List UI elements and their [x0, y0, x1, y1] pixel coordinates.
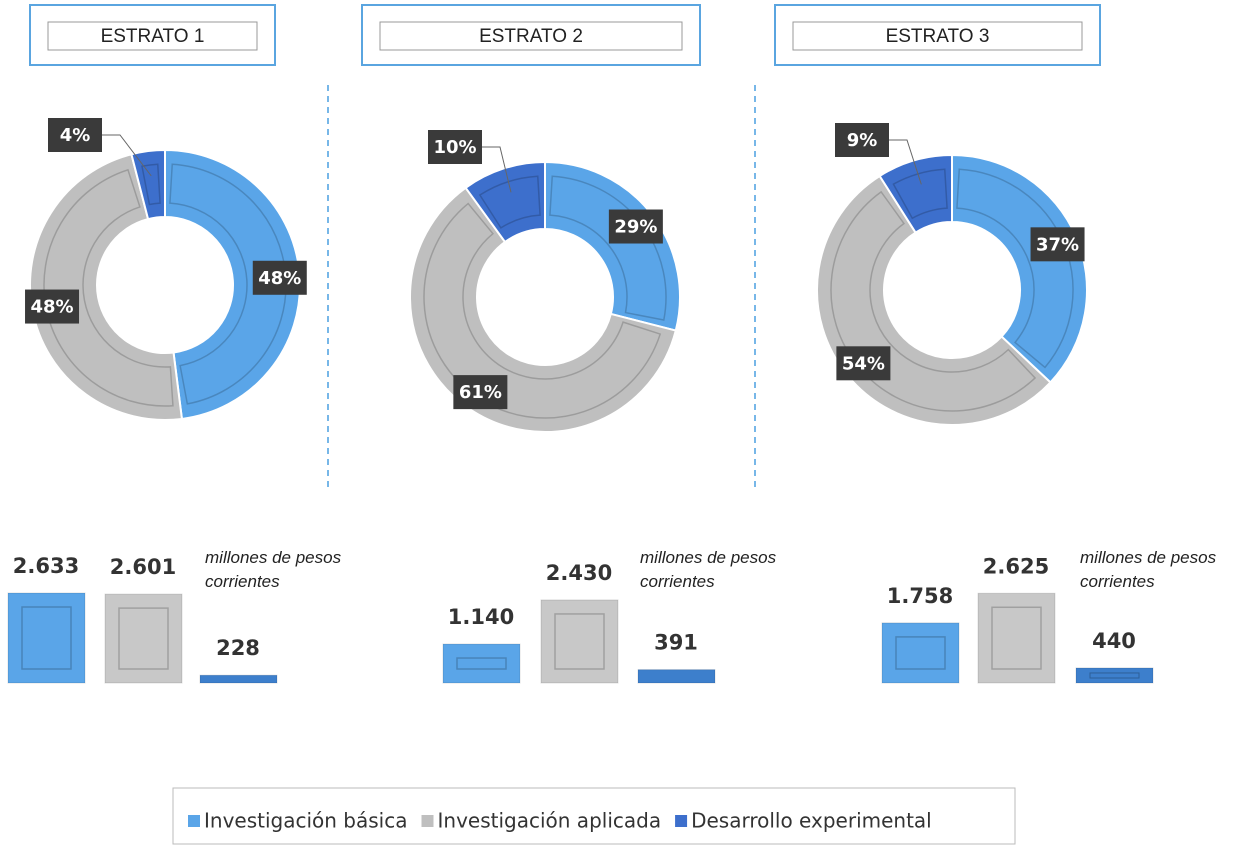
leader-line — [482, 146, 512, 193]
bar-bevel — [21, 606, 72, 670]
title-box — [379, 21, 683, 51]
data-label: 29% — [614, 217, 657, 238]
data-label: 2.633 — [13, 554, 79, 578]
data-label: 2.601 — [110, 555, 176, 579]
chart-title: ESTRATO 1 — [101, 26, 205, 47]
bar — [637, 669, 716, 684]
donut-slice — [409, 186, 677, 433]
bar — [199, 674, 278, 684]
legend-swatch — [421, 815, 434, 827]
data-label: 10% — [433, 137, 476, 158]
data-label: 37% — [1036, 234, 1079, 255]
legend-box — [172, 787, 1016, 845]
legend-label: Investigación básica — [204, 809, 408, 833]
slice-bevel — [956, 168, 1074, 369]
slice-bevel — [43, 168, 174, 407]
donut-slice — [544, 160, 681, 332]
slice-bevel — [830, 190, 1037, 412]
donut-slice — [878, 153, 953, 234]
legend-swatch — [188, 815, 200, 827]
donut-slice — [951, 153, 1088, 384]
unit-note: millones de pesos corrientes — [205, 548, 342, 591]
donut-slice — [464, 160, 546, 244]
data-label-box — [428, 130, 482, 164]
bar — [881, 622, 960, 684]
slice-bevel — [549, 175, 667, 321]
data-label-box — [25, 289, 80, 324]
slice-bevel — [892, 168, 948, 220]
data-label: 9% — [847, 130, 878, 151]
slice-bevel — [169, 163, 287, 405]
title-box — [47, 21, 258, 51]
bar — [1075, 667, 1154, 684]
data-label-box — [836, 346, 891, 381]
bar-bevel — [554, 613, 605, 670]
bar-bevel — [456, 657, 507, 670]
legend-swatch — [675, 815, 688, 827]
data-label: 440 — [1092, 629, 1136, 653]
data-label-box — [252, 260, 307, 295]
data-label: 2.625 — [983, 554, 1049, 578]
data-label-box — [835, 123, 889, 157]
data-label: 4% — [60, 125, 91, 146]
data-label-box — [608, 209, 663, 244]
data-label: 228 — [216, 636, 260, 660]
unit-note: millones de pesos corrientes — [1080, 548, 1217, 591]
slice-bevel — [141, 163, 161, 206]
data-label: 48% — [258, 268, 301, 289]
data-label: 2.430 — [546, 561, 612, 585]
bar-bevel — [1089, 672, 1140, 679]
bar — [540, 599, 619, 684]
donut-slice — [29, 153, 184, 421]
data-label: 54% — [842, 353, 885, 374]
data-label-box — [48, 118, 102, 152]
data-label: 48% — [30, 297, 73, 318]
title-box — [792, 21, 1083, 51]
bar — [7, 592, 86, 684]
legend-label: Investigación aplicada — [438, 809, 662, 833]
legend-label: Desarrollo experimental — [691, 809, 932, 833]
donut-slice — [130, 148, 166, 221]
data-label: 391 — [654, 631, 698, 655]
chart-title: ESTRATO 2 — [479, 26, 583, 47]
data-label-box — [1030, 227, 1085, 262]
bar — [977, 592, 1056, 684]
slice-bevel — [423, 202, 662, 419]
bar-bevel — [991, 606, 1042, 670]
slice-bevel — [478, 175, 541, 229]
chart-title: ESTRATO 3 — [886, 26, 990, 47]
data-label: 61% — [459, 382, 502, 403]
data-label: 1.140 — [448, 605, 514, 629]
donut-slice — [164, 148, 301, 421]
data-label-box — [453, 375, 508, 410]
unit-note: millones de pesos corrientes — [640, 548, 777, 591]
bar — [104, 593, 183, 684]
bar — [442, 643, 521, 684]
data-label: 1.758 — [887, 584, 953, 608]
bar-bevel — [895, 636, 946, 670]
leader-line — [102, 134, 152, 177]
leader-line — [889, 139, 922, 185]
bar-bevel — [118, 607, 169, 670]
